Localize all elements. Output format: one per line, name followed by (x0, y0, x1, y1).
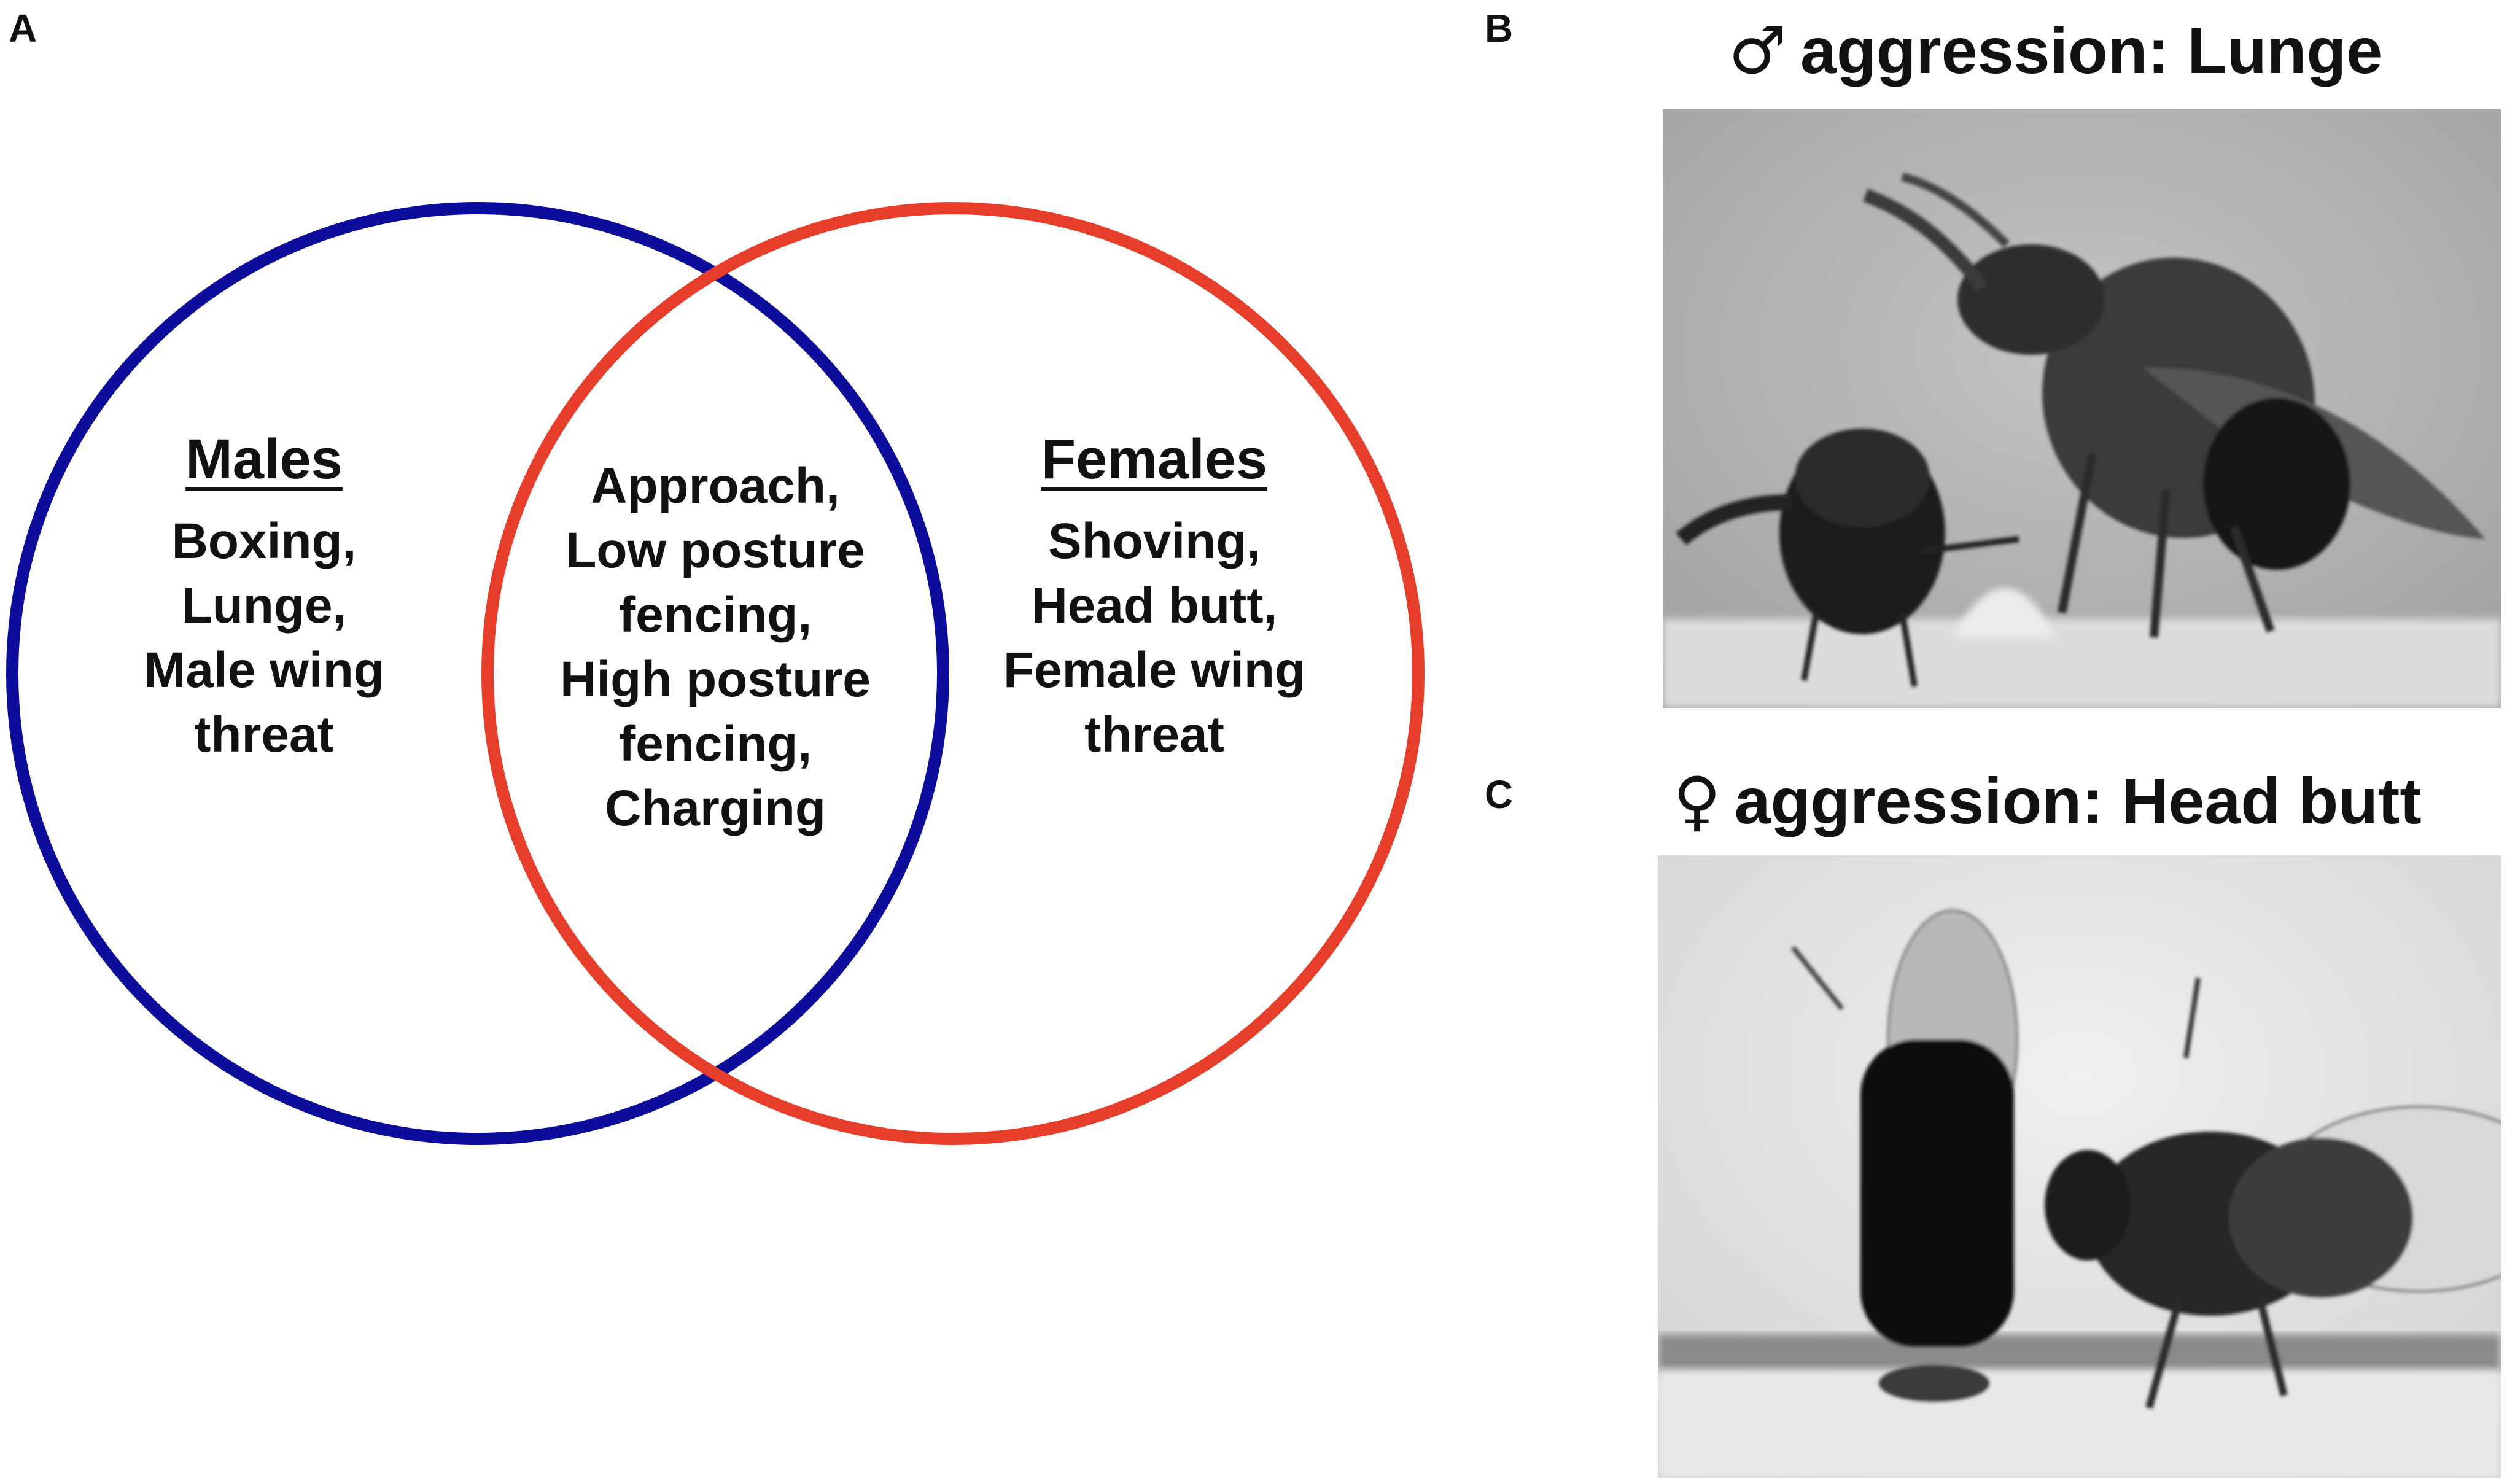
shared-item: fencing, (618, 715, 812, 772)
males-item: Lunge, (181, 577, 347, 634)
shared-item: Approach, (591, 458, 840, 514)
females-group: Females Shoving, Head butt, Female wing … (970, 424, 1339, 767)
males-item: threat (194, 706, 334, 763)
panel-label-b: B (1485, 6, 1514, 50)
shared-group: Approach, Low posture fencing, High post… (516, 454, 915, 841)
panel-label-c: C (1485, 772, 1514, 817)
males-item: Male wing (144, 642, 384, 698)
panel-label-a: A (9, 6, 37, 50)
female-head-butt-photo (1658, 855, 2501, 1478)
male-symbol-icon: ♂ (1728, 13, 1787, 88)
males-group: Males Boxing, Lunge, Male wing threat (104, 424, 424, 767)
venn-diagram (6, 202, 1425, 1145)
females-title: Females (1041, 428, 1268, 491)
males-item: Boxing, (171, 513, 357, 569)
panel-c-title: ♀ aggression: Head butt (1673, 769, 2422, 834)
males-title: Males (185, 428, 343, 491)
male-lunge-photo (1663, 109, 2501, 708)
panel-c-title-text: aggression: Head butt (1734, 765, 2422, 837)
shared-item: Charging (605, 780, 826, 836)
females-circle (481, 202, 1425, 1145)
females-item: Female wing (1003, 642, 1306, 698)
female-symbol-icon: ♀ (1673, 763, 1721, 839)
females-item: Shoving, (1047, 513, 1261, 569)
females-item: threat (1084, 706, 1224, 763)
panel-b-title: ♂ aggression: Lunge (1728, 18, 2382, 84)
shared-item: Low posture (566, 522, 865, 578)
females-item: Head butt, (1031, 577, 1278, 634)
males-circle (6, 202, 949, 1145)
shared-item: fencing, (618, 586, 812, 643)
shared-item: High posture (560, 651, 871, 707)
panel-b-title-text: aggression: Lunge (1800, 15, 2383, 87)
